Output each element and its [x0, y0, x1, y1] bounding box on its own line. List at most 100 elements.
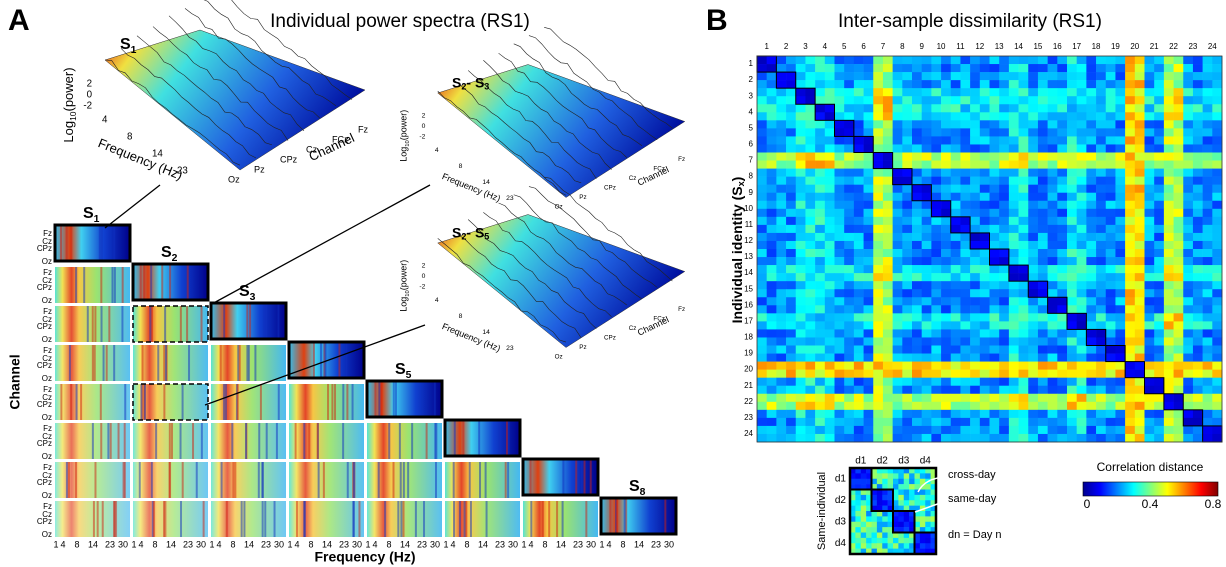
matrix-cell	[1183, 337, 1193, 345]
matrix-cell	[776, 120, 786, 128]
spectrogram-stripe	[97, 501, 99, 537]
matrix-cell	[1009, 346, 1019, 354]
y-tick-label: 2	[422, 263, 426, 270]
matrix-cell	[1077, 378, 1087, 386]
inset-cell	[920, 516, 926, 522]
spectrogram-stripe	[556, 501, 558, 537]
matrix-cell	[931, 161, 941, 169]
matrix-cell	[864, 80, 874, 88]
matrix-cell	[1019, 193, 1029, 201]
matrix-cell	[970, 362, 980, 370]
spectrogram-stripe	[393, 462, 395, 498]
matrix-cell	[999, 402, 1009, 410]
matrix-cell	[1125, 185, 1135, 193]
matrix-cell	[1048, 241, 1058, 249]
matrix-cell	[941, 394, 951, 402]
row-label: 15	[744, 284, 753, 293]
spectrogram-stripe	[384, 501, 386, 537]
matrix-cell	[922, 161, 932, 169]
matrix-cell	[786, 72, 796, 80]
diagonal-label: S2	[161, 244, 178, 263]
matrix-cell	[1145, 249, 1155, 257]
subscript: 10	[68, 111, 78, 121]
matrix-cell	[999, 112, 1009, 120]
matrix-cell	[1057, 289, 1067, 297]
matrix-cell	[980, 161, 990, 169]
spectrogram-stripe	[347, 462, 349, 498]
matrix-cell	[815, 337, 825, 345]
matrix-cell	[757, 426, 767, 434]
matrix-cell	[951, 321, 961, 329]
matrix-cell	[1145, 410, 1155, 418]
matrix-cell	[912, 362, 922, 370]
matrix-cell	[1154, 370, 1164, 378]
matrix-cell	[776, 257, 786, 265]
spectrogram-stripe	[94, 306, 96, 342]
inset-cell	[872, 538, 878, 544]
matrix-cell	[1019, 394, 1029, 402]
matrix-cell	[951, 169, 961, 177]
matrix-cell	[854, 80, 864, 88]
matrix-cell	[825, 418, 835, 426]
spectrogram-stripe	[499, 420, 501, 456]
inset-cell	[893, 543, 899, 549]
matrix-cell	[1019, 346, 1029, 354]
matrix-cell	[883, 410, 893, 418]
matrix-cell	[805, 104, 815, 112]
matrix-cell	[941, 233, 951, 241]
matrix-cell	[1057, 313, 1067, 321]
matrix-cell	[941, 72, 951, 80]
matrix-cell	[990, 321, 1000, 329]
inset-cell	[855, 516, 861, 522]
matrix-cell	[1038, 386, 1048, 394]
matrix-cell	[844, 289, 854, 297]
matrix-cell	[922, 144, 932, 152]
matrix-cell	[1174, 249, 1184, 257]
matrix-cell	[1154, 64, 1164, 72]
matrix-cell	[786, 136, 796, 144]
matrix-cell	[912, 144, 922, 152]
matrix-cell	[1086, 265, 1096, 273]
inset-cell	[861, 500, 867, 506]
y-tick-label: 2	[422, 113, 426, 120]
matrix-cell	[931, 128, 941, 136]
matrix-cell	[1154, 72, 1164, 80]
column-label: 21	[1150, 42, 1159, 51]
matrix-cell	[922, 305, 932, 313]
spectrogram-stripe	[151, 462, 153, 498]
inset-cell	[861, 506, 867, 512]
matrix-cell	[1096, 354, 1106, 362]
x-axis-label: Frequency (Hz)	[441, 171, 502, 204]
matrix-cell	[883, 169, 893, 177]
frequency-tick-label: 1	[53, 539, 58, 549]
matrix-cell	[1212, 96, 1222, 104]
matrix-cell	[864, 257, 874, 265]
matrix-cell	[1077, 281, 1087, 289]
matrix-cell	[1174, 410, 1184, 418]
matrix-cell	[776, 217, 786, 225]
column-label: 18	[1092, 42, 1101, 51]
matrix-cell	[883, 153, 893, 161]
matrix-cell	[999, 337, 1009, 345]
matrix-cell	[922, 410, 932, 418]
matrix-cell	[1135, 346, 1145, 354]
matrix-cell	[796, 104, 806, 112]
matrix-cell	[1057, 169, 1067, 177]
matrix-cell	[980, 321, 990, 329]
spectrogram-stripe	[70, 384, 72, 420]
matrix-cell	[1115, 370, 1125, 378]
diagonal-label: S5	[395, 361, 412, 380]
matrix-cell	[931, 80, 941, 88]
matrix-cell	[1203, 273, 1213, 281]
inset-cell	[855, 479, 861, 485]
matrix-cell	[970, 305, 980, 313]
matrix-cell	[796, 281, 806, 289]
matrix-cell	[1048, 346, 1058, 354]
inset-cell	[925, 490, 931, 496]
matrix-cell	[1203, 249, 1213, 257]
column-label: 4	[823, 42, 828, 51]
matrix-cell	[767, 346, 777, 354]
matrix-cell	[922, 153, 932, 161]
matrix-cell	[1038, 88, 1048, 96]
day-column-label: d4	[920, 456, 932, 467]
